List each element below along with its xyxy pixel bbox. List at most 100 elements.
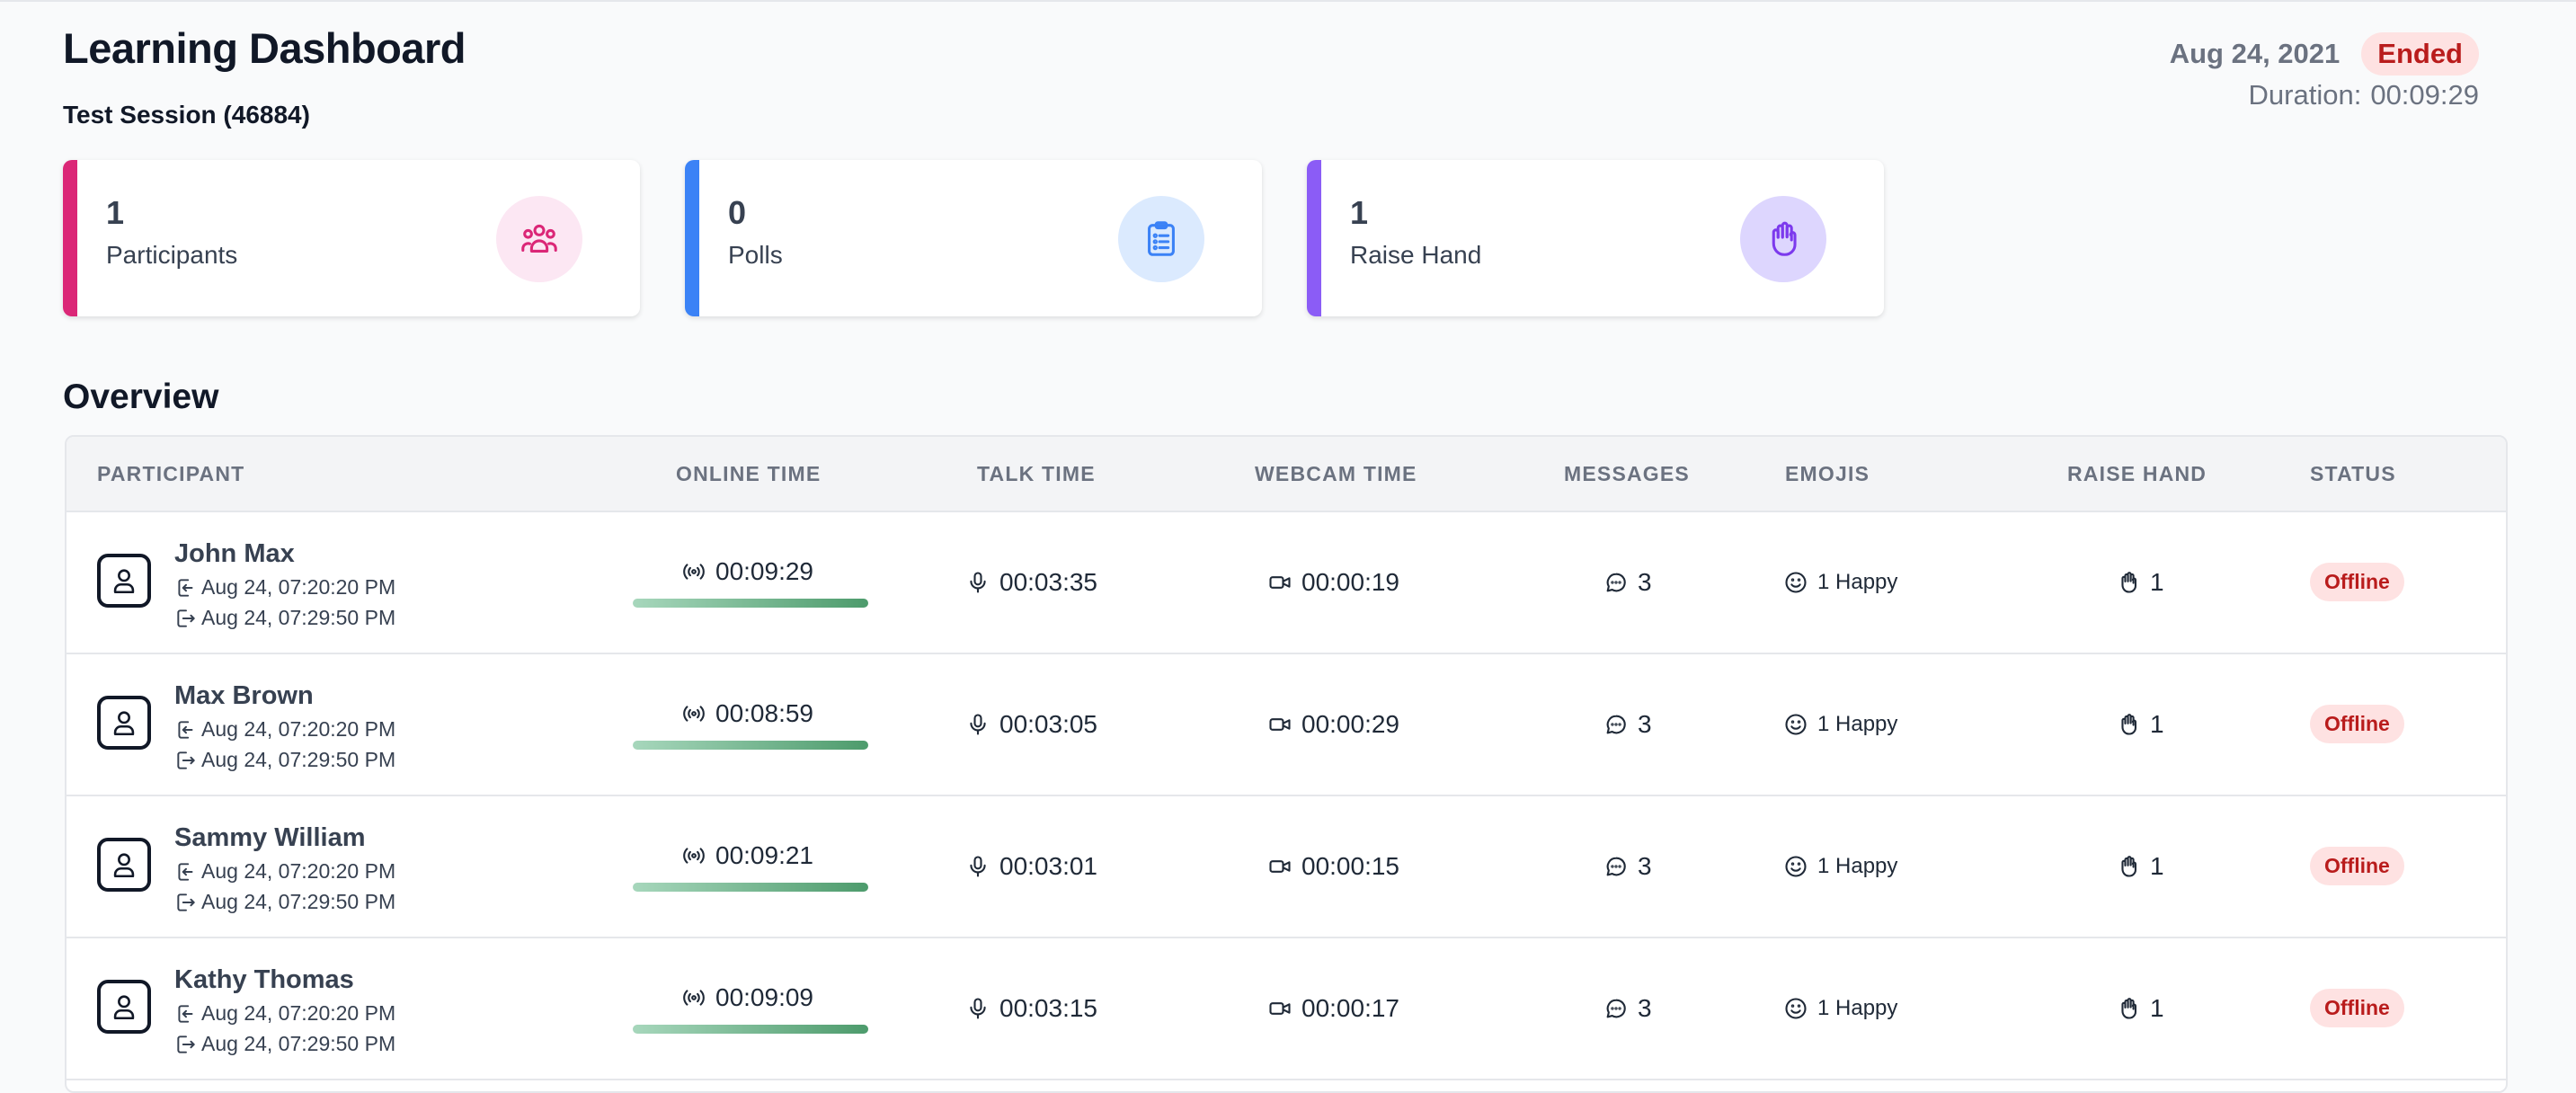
emojis-value: 1 Happy bbox=[1817, 570, 1898, 594]
table-row: John Max Aug 24, 07:20:20 PM Aug 24, 07:… bbox=[67, 512, 2506, 654]
talk-time-value: 00:03:01 bbox=[999, 852, 1097, 880]
table-header: PARTICIPANT ONLINE TIME TALK TIME WEBCAM… bbox=[67, 437, 2506, 512]
webcam-time-value: 00:00:17 bbox=[1301, 994, 1399, 1022]
participants-count: 1 bbox=[106, 194, 125, 231]
join-time-value: Aug 24, 07:20:20 PM bbox=[201, 859, 396, 883]
broadcast-icon bbox=[683, 990, 705, 1006]
video-camera-icon bbox=[1269, 718, 1291, 731]
emojis-summary: 1 Happy bbox=[1783, 854, 1897, 879]
smile-icon bbox=[1785, 572, 1807, 593]
microphone-icon bbox=[970, 856, 986, 877]
chat-bubble-icon bbox=[1606, 857, 1626, 876]
session-date: Aug 24, 2021 bbox=[2169, 38, 2341, 69]
emojis-summary: 1 Happy bbox=[1783, 570, 1897, 595]
hand-icon bbox=[2121, 572, 2136, 593]
online-time: 00:09:09 bbox=[681, 983, 813, 1012]
microphone-icon bbox=[970, 714, 986, 735]
messages-count: 3 bbox=[1603, 852, 1652, 881]
column-header[interactable]: WEBCAM TIME bbox=[1255, 462, 1417, 485]
card-accent-bar bbox=[63, 160, 77, 316]
talk-time-value: 00:03:35 bbox=[999, 568, 1097, 596]
status-badge: Offline bbox=[2310, 847, 2404, 885]
smile-icon bbox=[1785, 998, 1807, 1019]
online-time: 00:09:29 bbox=[681, 557, 813, 586]
login-icon bbox=[178, 578, 193, 597]
emojis-summary: 1 Happy bbox=[1783, 712, 1897, 737]
column-header[interactable]: TALK TIME bbox=[977, 462, 1096, 485]
polls-label: Polls bbox=[728, 241, 783, 269]
online-time-value: 00:09:29 bbox=[715, 557, 813, 585]
clipboard-list-icon bbox=[1118, 196, 1204, 282]
column-header[interactable]: MESSAGES bbox=[1564, 462, 1690, 485]
emojis-value: 1 Happy bbox=[1817, 996, 1898, 1020]
emojis-value: 1 Happy bbox=[1817, 712, 1898, 736]
card-accent-bar bbox=[1307, 160, 1321, 316]
participants-table: PARTICIPANT ONLINE TIME TALK TIME WEBCAM… bbox=[65, 435, 2508, 1093]
video-camera-icon bbox=[1269, 1002, 1291, 1015]
column-header[interactable]: RAISE HAND bbox=[2067, 462, 2207, 485]
smile-icon bbox=[1785, 714, 1807, 735]
logout-icon bbox=[177, 1035, 195, 1053]
leave-time: Aug 24, 07:29:50 PM bbox=[174, 890, 395, 914]
hand-icon bbox=[2121, 714, 2136, 735]
online-time-bar bbox=[633, 883, 868, 892]
hand-icon bbox=[2121, 998, 2136, 1019]
talk-time-value: 00:03:05 bbox=[999, 710, 1097, 738]
leave-time-value: Aug 24, 07:29:50 PM bbox=[201, 748, 396, 771]
hand-icon bbox=[1740, 196, 1826, 282]
webcam-time-value: 00:00:19 bbox=[1301, 568, 1399, 596]
overview-heading: Overview bbox=[63, 378, 219, 416]
leave-time: Aug 24, 07:29:50 PM bbox=[174, 606, 395, 630]
messages-value: 3 bbox=[1638, 852, 1652, 880]
video-camera-icon bbox=[1269, 860, 1291, 873]
hand-icon bbox=[2121, 856, 2136, 877]
table-row: Sammy William Aug 24, 07:20:20 PM Aug 24… bbox=[67, 796, 2506, 938]
chat-bubble-icon bbox=[1606, 573, 1626, 592]
leave-time: Aug 24, 07:29:50 PM bbox=[174, 1032, 395, 1056]
webcam-time: 00:00:15 bbox=[1267, 852, 1399, 881]
chat-bubble-icon bbox=[1606, 999, 1626, 1018]
join-time: Aug 24, 07:20:20 PM bbox=[174, 859, 395, 884]
talk-time: 00:03:35 bbox=[965, 568, 1097, 597]
participants-card[interactable]: 1 Participants bbox=[63, 160, 640, 316]
talk-time: 00:03:01 bbox=[965, 852, 1097, 881]
leave-time-value: Aug 24, 07:29:50 PM bbox=[201, 606, 396, 629]
login-icon bbox=[178, 862, 193, 881]
column-header[interactable]: EMOJIS bbox=[1785, 462, 1870, 485]
logout-icon bbox=[177, 893, 195, 911]
column-header[interactable]: PARTICIPANT bbox=[97, 462, 245, 485]
online-time: 00:09:21 bbox=[681, 841, 813, 870]
messages-value: 3 bbox=[1638, 710, 1652, 738]
column-header[interactable]: STATUS bbox=[2310, 462, 2396, 485]
polls-card[interactable]: 0 Polls bbox=[685, 160, 1262, 316]
raise-hand-card[interactable]: 1 Raise Hand bbox=[1307, 160, 1884, 316]
microphone-icon bbox=[970, 572, 986, 593]
talk-time-value: 00:03:15 bbox=[999, 994, 1097, 1022]
status-badge: Offline bbox=[2310, 563, 2404, 601]
emojis-value: 1 Happy bbox=[1817, 854, 1898, 878]
top-divider bbox=[0, 0, 2576, 2]
online-time-value: 00:09:09 bbox=[715, 983, 813, 1011]
raise-hand-count: 1 bbox=[2116, 852, 2164, 881]
session-meta: Aug 24, 2021 Ended bbox=[2170, 32, 2479, 76]
messages-count: 3 bbox=[1603, 710, 1652, 739]
user-avatar-icon bbox=[97, 838, 151, 892]
leave-time-value: Aug 24, 07:29:50 PM bbox=[201, 1032, 396, 1055]
join-time: Aug 24, 07:20:20 PM bbox=[174, 1001, 395, 1026]
online-time: 00:08:59 bbox=[681, 699, 813, 728]
column-header[interactable]: ONLINE TIME bbox=[676, 462, 822, 485]
raise-hand-value: 1 bbox=[2150, 852, 2164, 880]
card-accent-bar bbox=[685, 160, 699, 316]
logout-icon bbox=[177, 609, 195, 627]
talk-time: 00:03:15 bbox=[965, 994, 1097, 1023]
session-duration: Duration: 00:09:29 bbox=[2249, 79, 2479, 111]
duration-label: Duration: bbox=[2248, 79, 2362, 111]
page-title: Learning Dashboard bbox=[63, 24, 466, 72]
status-badge: Offline bbox=[2310, 989, 2404, 1027]
session-name: Test Session (46884) bbox=[63, 101, 310, 129]
online-time-bar bbox=[633, 1025, 868, 1034]
broadcast-icon bbox=[683, 564, 705, 580]
online-time-bar bbox=[633, 599, 868, 608]
session-status-badge: Ended bbox=[2361, 32, 2479, 76]
join-time-value: Aug 24, 07:20:20 PM bbox=[201, 717, 396, 741]
